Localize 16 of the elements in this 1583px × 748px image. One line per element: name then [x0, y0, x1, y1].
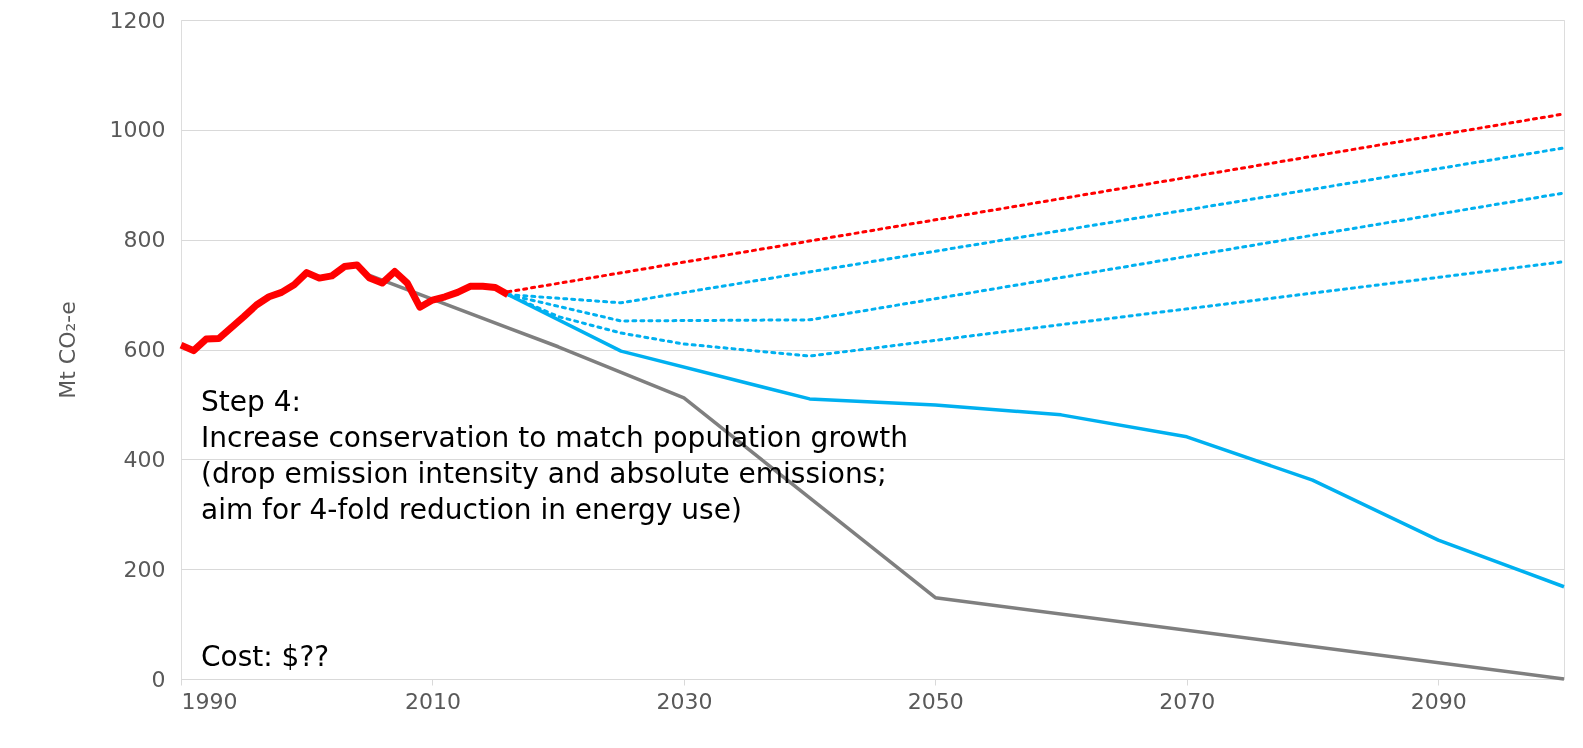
y-tick-label: 1000 [109, 117, 166, 143]
x-tick-label: 2090 [1410, 688, 1467, 714]
y-tick-label: 800 [123, 227, 166, 253]
annotation: Cost: $?? [201, 640, 330, 673]
y-tick-label: 200 [123, 556, 166, 582]
y-tick-label: 0 [151, 666, 166, 692]
x-tick-label: 2030 [656, 688, 713, 714]
y-tick-label: 400 [123, 446, 166, 472]
y-tick-label: 600 [123, 337, 166, 362]
x-tick-label: 2010 [404, 688, 461, 714]
y-axis-title: Mt CO₂-e [54, 301, 80, 399]
x-tick-label: 2070 [1159, 688, 1216, 714]
x-tick-label: 2050 [907, 688, 964, 714]
x-tick-label: 1990 [181, 688, 238, 714]
y-tick-label: 1200 [109, 7, 166, 33]
annotation: Step 4: Increase conservation to match population growth (drop emission intensity and absolute emissions; aim for 4-fold reduction in energy use) [201, 385, 909, 526]
